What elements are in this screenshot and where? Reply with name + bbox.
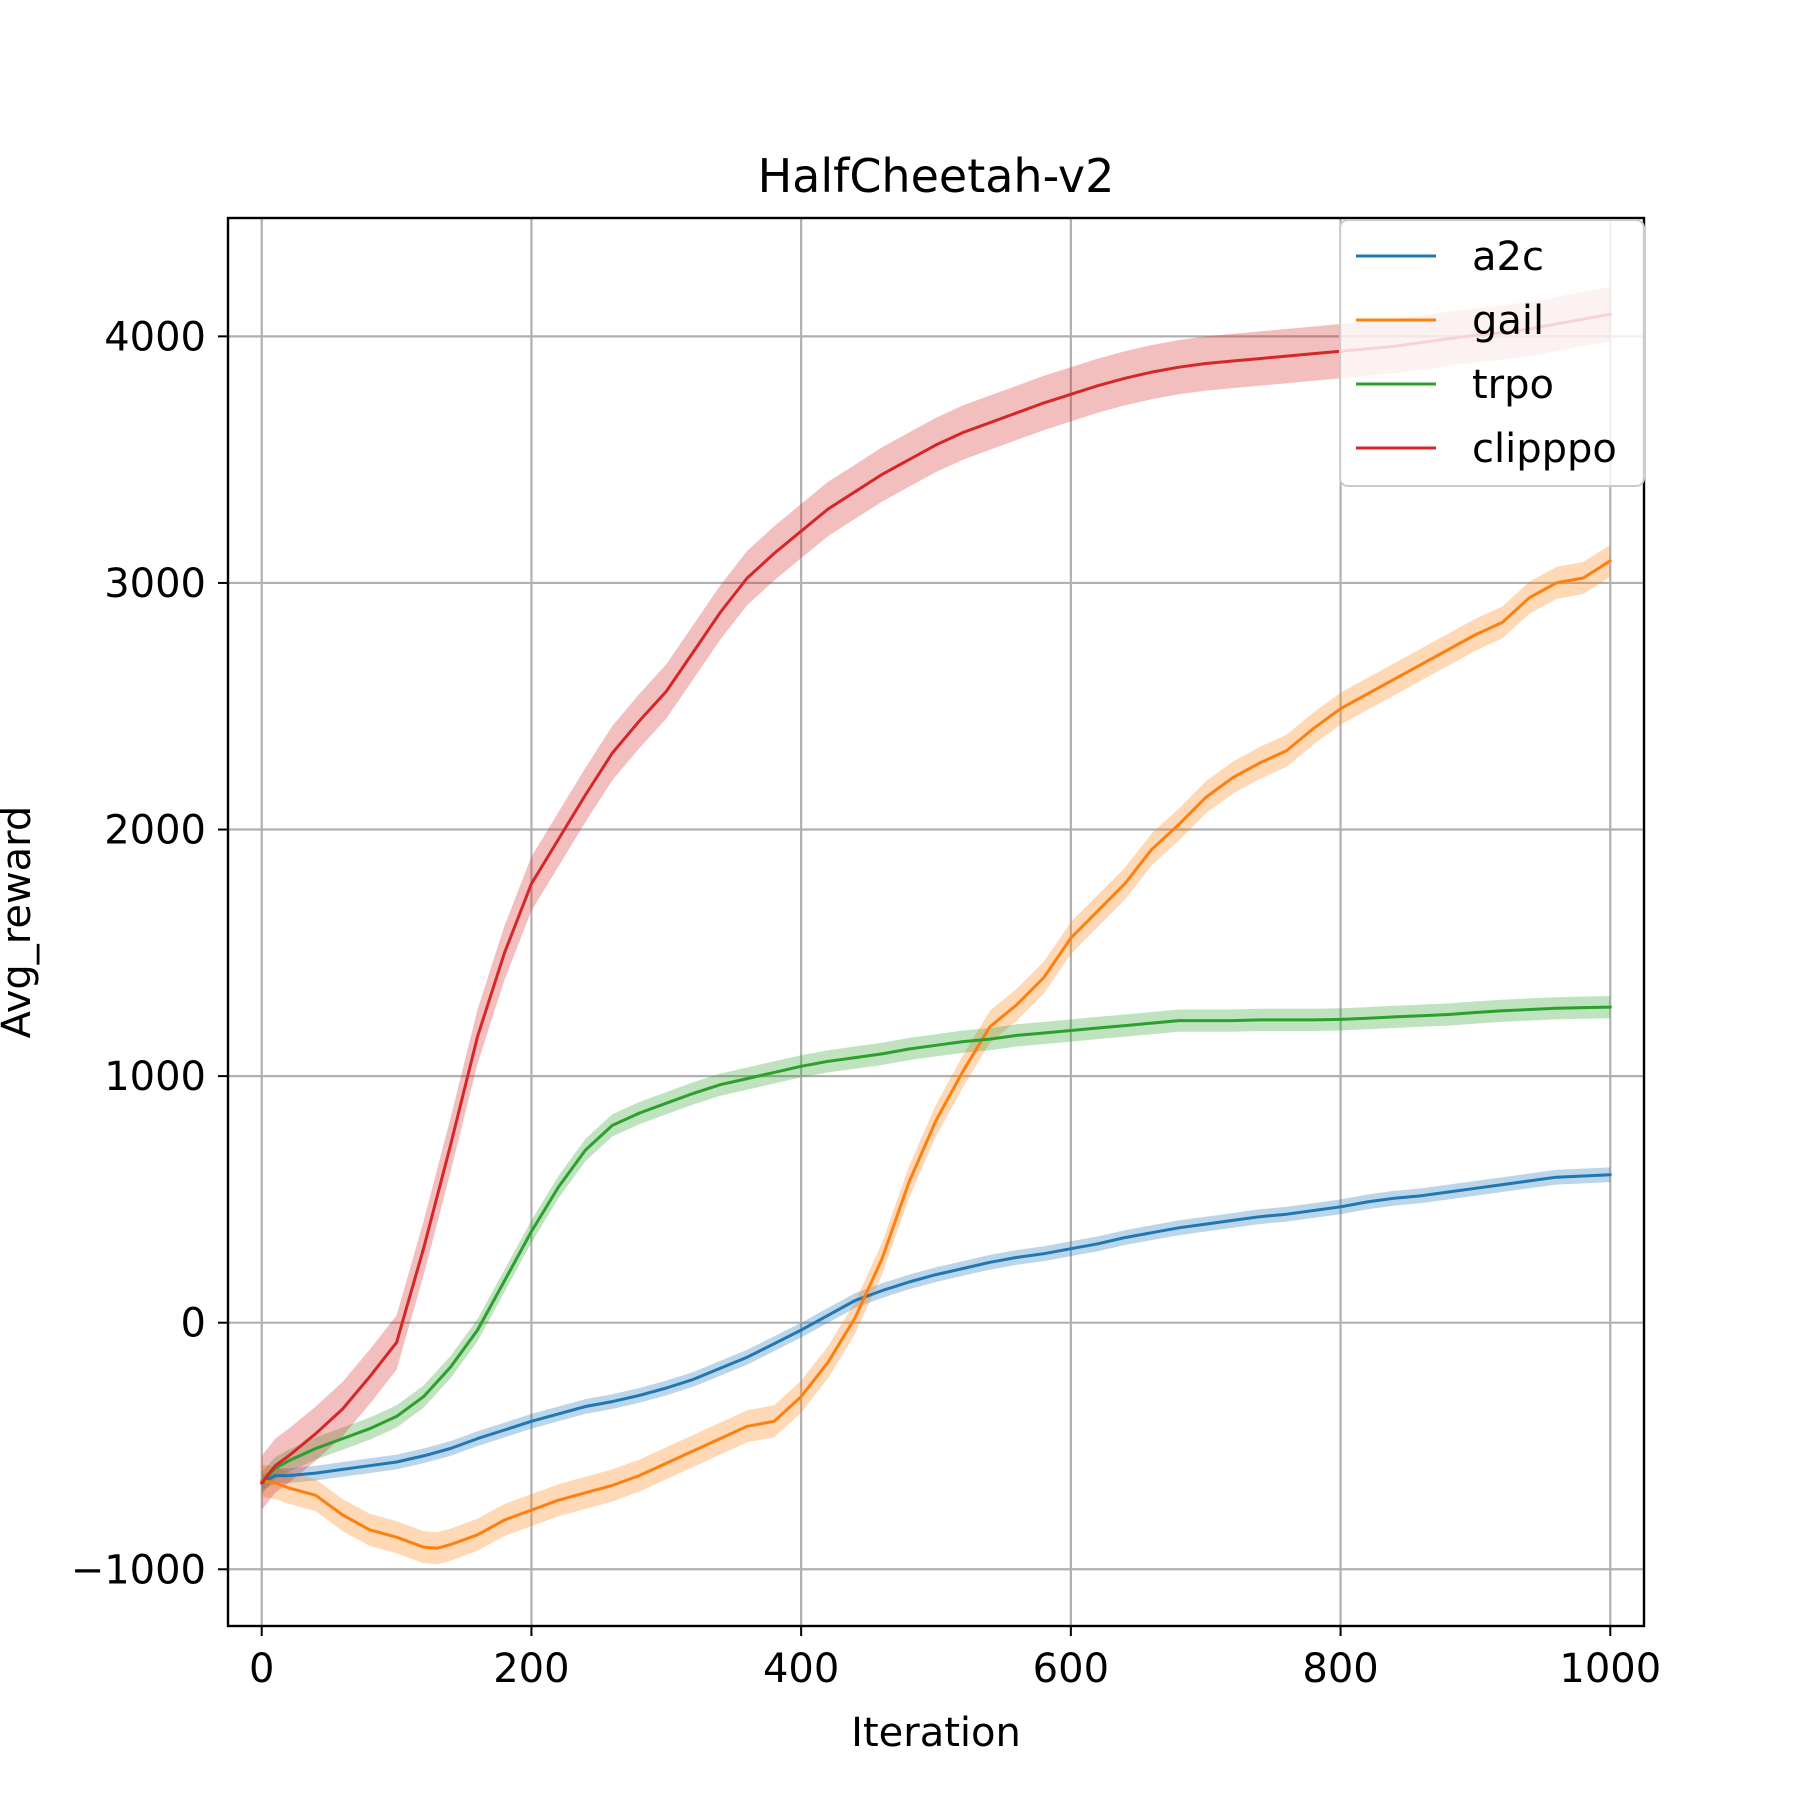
legend-box xyxy=(1339,219,1645,487)
band-gail xyxy=(261,544,1611,1565)
axis-ticks: 0 200 400 600 800 1000 −1000 0 1000 2000 3000 4000 xyxy=(71,314,1661,1692)
x-axis-label: Iteration xyxy=(851,1710,1021,1756)
y-tick-label: 1000 xyxy=(104,1054,206,1100)
x-tick-label: 200 xyxy=(493,1646,569,1692)
y-tick-label: −1000 xyxy=(71,1547,206,1593)
band-a2c xyxy=(261,1167,1611,1491)
legend-label-clipppo: clipppo xyxy=(1472,426,1617,472)
chart-title: HalfCheetah-v2 xyxy=(758,149,1115,203)
y-tick-label: 2000 xyxy=(104,808,206,854)
line-gail xyxy=(260,559,1612,1550)
line-trpo xyxy=(260,1005,1612,1485)
x-tick-label: 0 xyxy=(249,1646,274,1692)
legend-label-a2c: a2c xyxy=(1472,234,1544,280)
y-tick-label: 4000 xyxy=(104,314,206,360)
x-tick-label: 1000 xyxy=(1559,1646,1661,1692)
x-tick-label: 800 xyxy=(1302,1646,1378,1692)
x-tick-label: 600 xyxy=(1033,1646,1109,1692)
y-tick-label: 3000 xyxy=(104,561,206,607)
confidence-bands xyxy=(261,287,1611,1565)
y-tick-label: 0 xyxy=(181,1301,206,1347)
plot-frame xyxy=(226,216,1646,1628)
legend-label-gail: gail xyxy=(1472,298,1544,344)
grid xyxy=(228,218,1644,1626)
legend: a2c gail trpo clipppo xyxy=(1339,219,1645,487)
band-clipppo xyxy=(261,287,1611,1511)
x-tick-label: 400 xyxy=(763,1646,839,1692)
legend-label-trpo: trpo xyxy=(1472,362,1554,408)
y-axis-label: Avg_reward xyxy=(0,806,40,1039)
line-a2c xyxy=(260,1173,1612,1485)
